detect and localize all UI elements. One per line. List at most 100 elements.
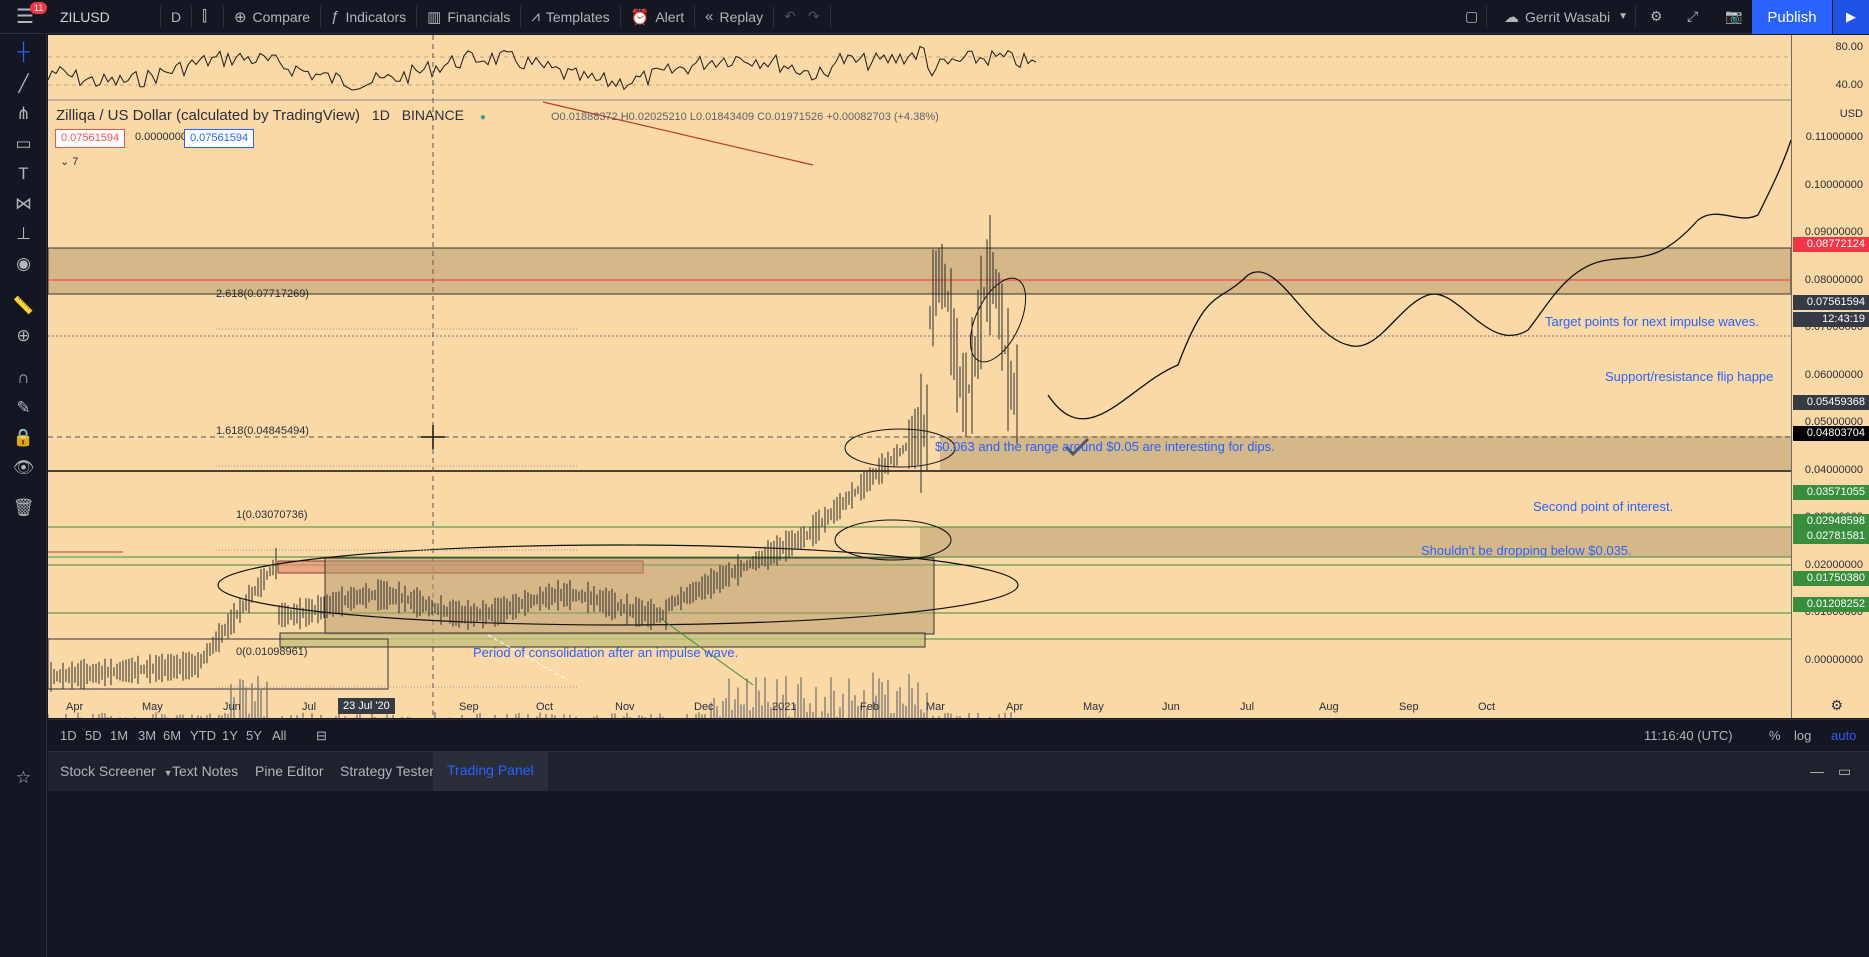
time-label: Mar: [926, 701, 945, 713]
range-button[interactable]: 5Y: [246, 728, 262, 743]
tab-stock-screener[interactable]: Stock Screener ▼: [60, 763, 173, 779]
financials-label: Financials: [447, 8, 511, 25]
utc-clock[interactable]: 11:16:40 (UTC): [1644, 728, 1733, 743]
tab-pine-editor[interactable]: Pine Editor: [255, 763, 324, 779]
note-shouldnt-drop[interactable]: Shouldn't be dropping below $0.035.: [1421, 543, 1632, 558]
main-menu-button[interactable]: ☰ 11: [0, 0, 50, 34]
range-button[interactable]: 1M: [110, 728, 129, 743]
price-scale[interactable]: 80.00 40.00 USD 0.11000000 0.10000000 0.09…: [1791, 35, 1869, 718]
remove-drawings-tool[interactable]: 🗑: [0, 498, 47, 518]
log-toggle[interactable]: log: [1794, 728, 1812, 743]
time-label: Jun: [1162, 701, 1180, 713]
range-button[interactable]: 1D: [60, 728, 77, 743]
price-scale-currency[interactable]: USD: [1839, 108, 1863, 120]
note-second-point[interactable]: Second point of interest.: [1533, 499, 1674, 514]
symbol-search[interactable]: ZILUSD: [60, 8, 110, 25]
tab-trading-panel[interactable]: Trading Panel: [433, 752, 548, 792]
pitchfork-tool[interactable]: ⋔: [0, 104, 47, 124]
range-button[interactable]: 5D: [85, 728, 102, 743]
time-axis[interactable]: Apr May Jun Jul Sep Oct Nov Dec 2021 Feb Mar Apr May…: [48, 695, 1791, 718]
rewind-icon: «: [705, 8, 714, 25]
countdown-tag: 12:43:19: [1793, 312, 1869, 327]
tab-strategy-tester[interactable]: Strategy Tester: [340, 763, 434, 779]
goto-date-button[interactable]: ⊟: [316, 728, 327, 744]
maximize-panel-button[interactable]: ▭: [1838, 763, 1851, 780]
resistance-zone: [48, 247, 1791, 295]
chart-settings-button[interactable]: ⚙: [1830, 697, 1843, 714]
buy-price-button[interactable]: 0.07561594: [184, 129, 255, 148]
tab-text-notes[interactable]: Text Notes: [172, 763, 239, 779]
layout-button[interactable]: ▢: [1455, 0, 1488, 34]
text-tool[interactable]: T: [0, 164, 47, 184]
sell-price-button[interactable]: 0.07561594: [55, 129, 126, 148]
chart-canvas[interactable]: [48, 35, 1791, 718]
price-tag-green-3: 0.02781581: [1793, 529, 1869, 544]
range-button[interactable]: 1Y: [222, 728, 238, 743]
top-toolbar: ☰ 11 ZILUSD D ⫿ ⊕ Compare ƒ Indicators ▥ Fi…: [0, 0, 1869, 34]
hide-drawings-tool[interactable]: 👁: [0, 458, 47, 478]
time-label: Feb: [860, 701, 879, 713]
percent-toggle[interactable]: %: [1769, 728, 1781, 743]
financials-button[interactable]: ▥ Financials: [417, 0, 520, 34]
note-consolidation[interactable]: Period of consolidation after an impulse…: [473, 645, 739, 660]
settings-button[interactable]: ⚙: [1640, 0, 1673, 34]
range-button[interactable]: YTD: [190, 728, 216, 743]
stay-drawing-tool[interactable]: ✎: [0, 398, 47, 418]
note-flip[interactable]: Support/resistance flip happe: [1605, 369, 1774, 384]
indicator-scale-low: 40.00: [1835, 79, 1863, 91]
prediction-tool[interactable]: ⊥: [0, 224, 47, 244]
interval-button[interactable]: D: [171, 8, 182, 25]
pencil-lock-icon: ✎: [16, 398, 31, 417]
fullscreen-button[interactable]: ⤢: [1677, 0, 1708, 34]
favorites-tool[interactable]: ☆: [0, 768, 47, 788]
chart-pane[interactable]: Zilliqa / US Dollar (calculated by Tradi…: [48, 35, 1869, 718]
ohlc-change: +0.00082703 (+4.38%): [826, 111, 939, 123]
compare-button[interactable]: ⊕ Compare: [224, 0, 320, 34]
magnet-tool[interactable]: ∩: [0, 368, 47, 388]
fib-level-0: 0(0.01098961): [236, 646, 308, 658]
redo-button[interactable]: ↷: [806, 0, 830, 34]
price-tag-green-2: 0.02948598: [1793, 514, 1869, 529]
publish-button[interactable]: Publish: [1752, 0, 1832, 34]
undo-button[interactable]: ↶: [774, 0, 806, 34]
chevron-down-icon: ⌄: [60, 156, 70, 168]
crosshair-tool[interactable]: ┼: [0, 42, 47, 62]
range-button[interactable]: 3M: [138, 728, 157, 743]
maximize-icon: ▭: [1838, 763, 1852, 779]
auto-toggle[interactable]: auto: [1831, 728, 1857, 743]
price-label: 0.05000000: [1804, 416, 1863, 428]
undo-icon: ↶: [784, 8, 796, 24]
play-button[interactable]: ▶: [1833, 0, 1869, 34]
oscillator-line: [48, 45, 1037, 91]
templates-button[interactable]: ⩘ Templates: [521, 0, 619, 34]
indicators-button[interactable]: ƒ Indicators: [321, 0, 416, 34]
replay-button[interactable]: « Replay: [695, 0, 773, 34]
range-button[interactable]: 6M: [163, 728, 182, 743]
indicators-collapse-toggle[interactable]: ⌄ 7: [60, 155, 78, 168]
time-label: Sep: [1399, 701, 1419, 713]
layout-name-label: Gerrit Wasabi: [1525, 8, 1611, 25]
layout-name-button[interactable]: ☁ Gerrit Wasabi ▼: [1494, 0, 1638, 34]
snapshot-button[interactable]: 📷: [1715, 0, 1752, 34]
icons-tool[interactable]: ◉: [0, 254, 47, 274]
price-tag-crosshair: 0.05459368: [1793, 395, 1869, 410]
zoom-tool[interactable]: ⊕: [0, 326, 47, 346]
shapes-tool[interactable]: ▭: [0, 134, 47, 154]
trendline-tool[interactable]: ╱: [0, 74, 47, 94]
fullscreen-icon: ⤢: [1687, 8, 1699, 24]
cloud-icon: ☁: [1504, 8, 1519, 26]
patterns-tool[interactable]: ⋈: [0, 194, 47, 214]
bottom-panel-tabs: Stock Screener ▼ Text Notes Pine Editor …: [48, 751, 1869, 792]
footer-area: [48, 791, 1869, 957]
note-target-points[interactable]: Target points for next impulse waves.: [1545, 314, 1759, 329]
chart-type-button[interactable]: ⫿: [192, 0, 223, 34]
ohlc-open: O0.01888372: [551, 111, 618, 123]
range-button[interactable]: All: [272, 728, 287, 743]
minimize-panel-button[interactable]: —: [1810, 763, 1824, 779]
pitchfork-icon: ⋔: [16, 104, 31, 123]
alert-button[interactable]: ⏰ Alert: [621, 0, 694, 34]
note-dips[interactable]: $0.063 and the range around $0.05 are in…: [935, 439, 1275, 454]
ruler-tool[interactable]: 📏: [0, 296, 47, 316]
lock-drawings-tool[interactable]: 🔒: [0, 428, 47, 448]
price-tag-green-1: 0.03571055: [1793, 485, 1869, 500]
